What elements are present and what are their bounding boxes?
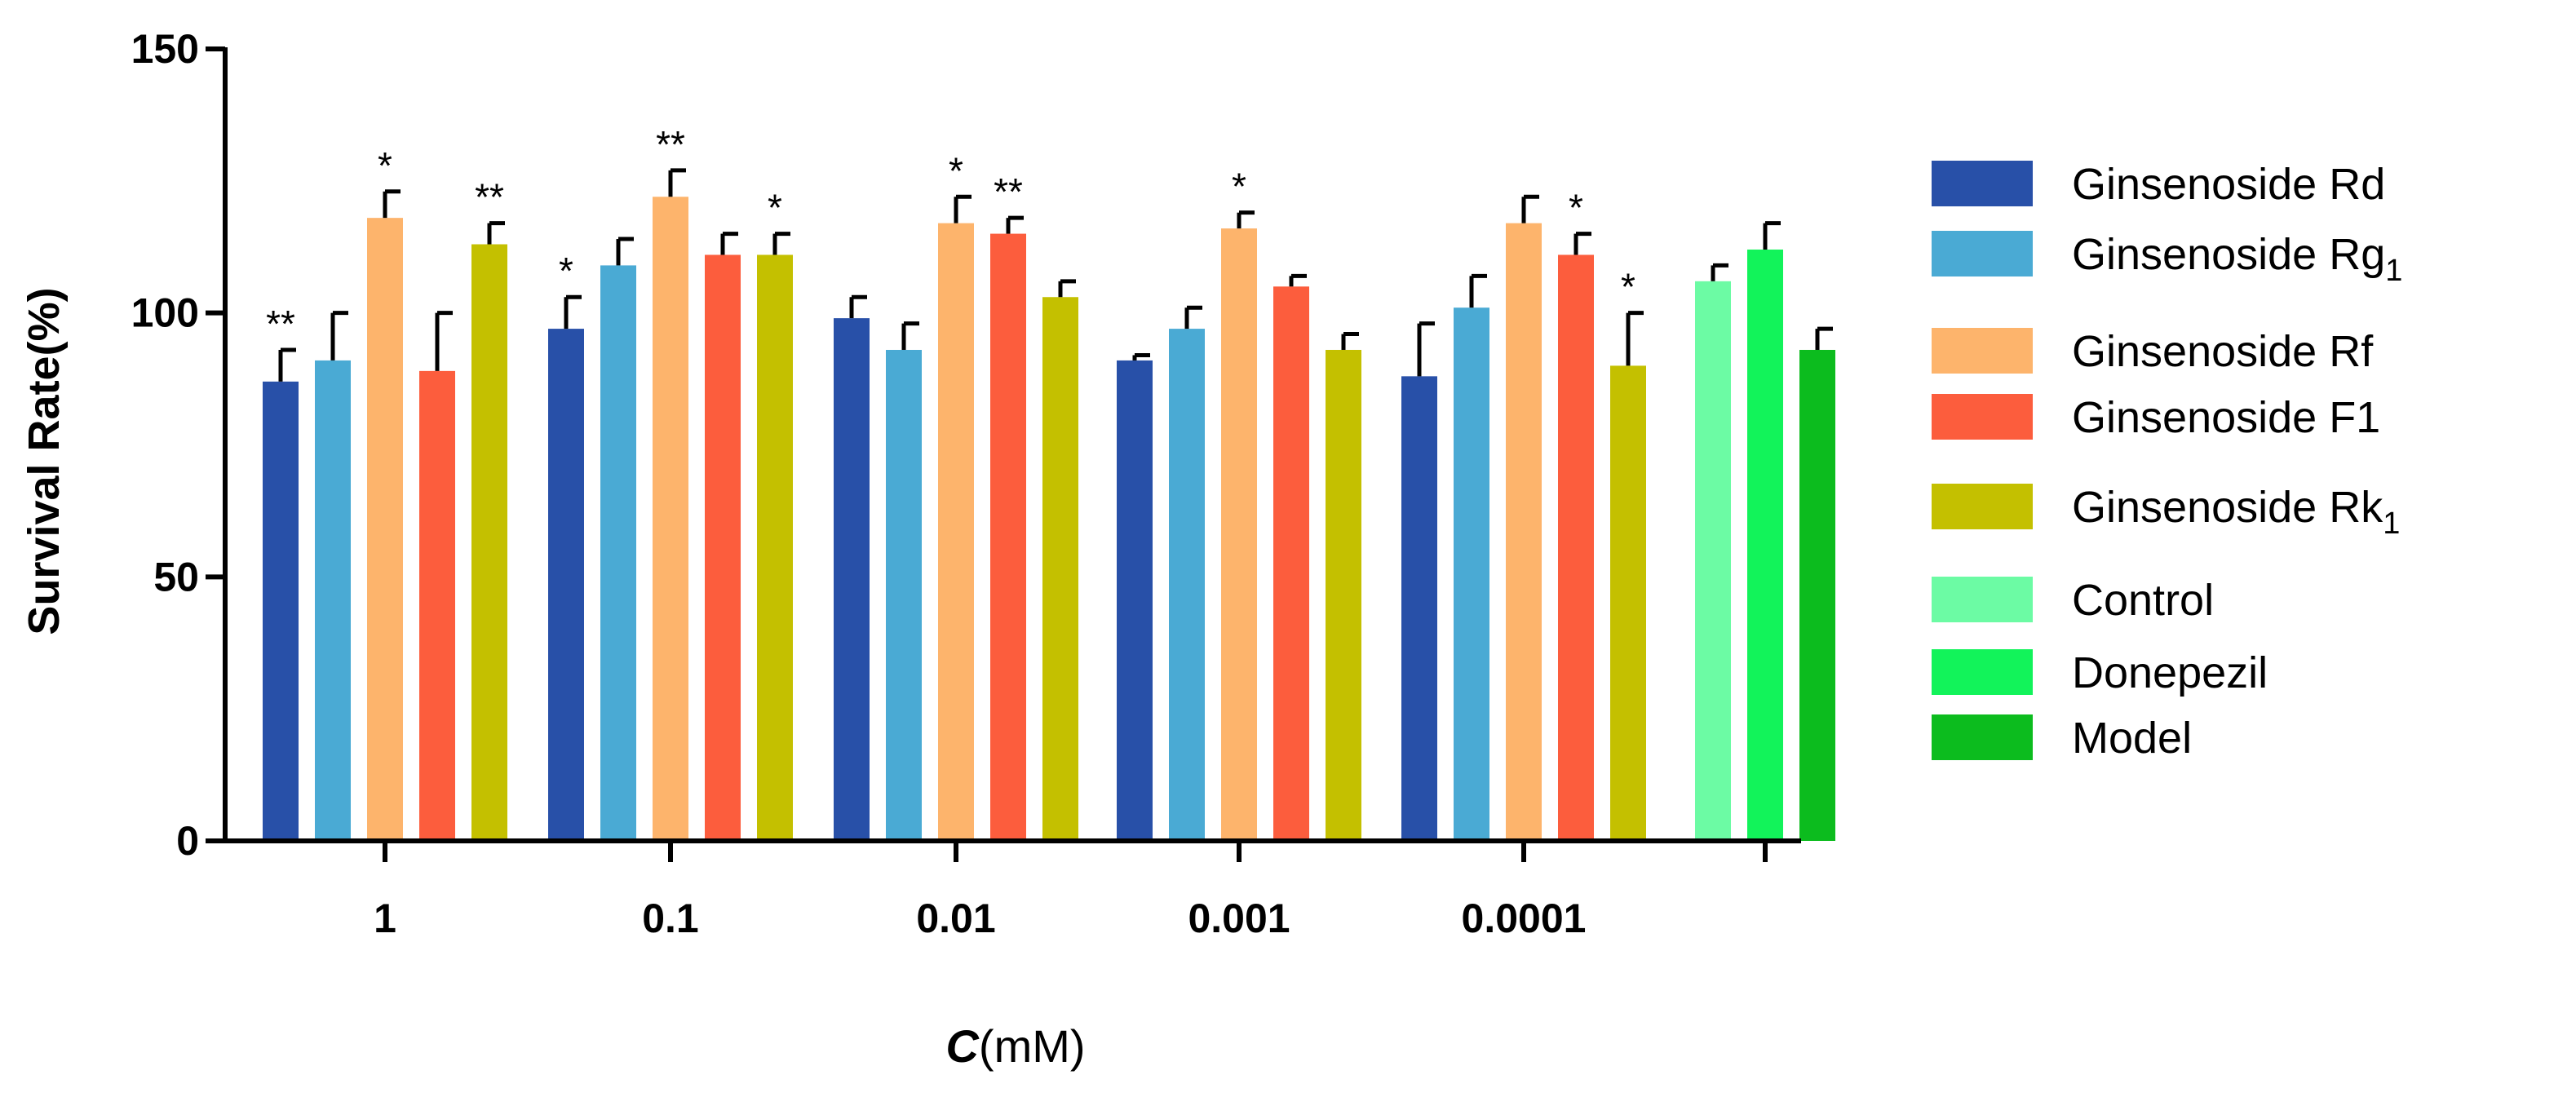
significance-label: ** bbox=[656, 123, 685, 166]
legend-swatch-ginsenoside-rf bbox=[1932, 328, 2033, 374]
axes: 0 50 100 150 1 0.1 0.01 0.001 0.0001 Survival Rat… bbox=[20, 26, 1801, 1072]
bar-ginsenoside-rd-group-1 bbox=[263, 381, 299, 841]
bar-ginsenoside-rf-group-2 bbox=[653, 197, 688, 842]
legend-swatch-control bbox=[1932, 577, 2033, 622]
legend-label-text: Ginsenoside F1 bbox=[2072, 393, 2380, 442]
legend-swatch-donepezil bbox=[1932, 649, 2033, 695]
y-tick-label: 150 bbox=[131, 26, 199, 72]
bar-ginsenoside-rf-group-5 bbox=[1506, 223, 1542, 841]
x-axis-title: C(mM) bbox=[945, 1020, 1085, 1072]
legend-label-text: Donepezil bbox=[2072, 648, 2268, 697]
bar-ginsenoside-rf-group-1 bbox=[367, 218, 403, 841]
legend-label-ginsenoside-rg1: Ginsenoside Rg1 bbox=[2072, 230, 2402, 288]
bar-ginsenoside-rf-group-4 bbox=[1221, 228, 1257, 841]
plot-area: ********** ** * ** bbox=[263, 123, 1835, 842]
y-tick-label: 50 bbox=[153, 554, 199, 599]
significance-label: ** bbox=[266, 303, 295, 345]
bar-ginsenoside-f1-group-3 bbox=[990, 233, 1026, 842]
bar-ginsenoside-rd-group-3 bbox=[834, 318, 870, 841]
y-tick-label: 0 bbox=[176, 818, 199, 864]
bar-ginsenoside-rk1-group-1 bbox=[471, 244, 507, 842]
legend-label-text: Ginsenoside Rg bbox=[2072, 230, 2385, 279]
legend-label-text: Ginsenoside Rk bbox=[2072, 483, 2383, 532]
bar-ginsenoside-rd-group-2 bbox=[548, 329, 584, 841]
bar-ginsenoside-f1-group-2 bbox=[705, 254, 741, 842]
significance-label: * bbox=[949, 149, 963, 192]
legend-label-text: Ginsenoside Rd bbox=[2072, 160, 2385, 209]
legend-label-ginsenoside-f1: Ginsenoside F1 bbox=[2072, 393, 2380, 442]
legend-swatch-ginsenoside-rd bbox=[1932, 161, 2033, 206]
legend-swatch-ginsenoside-rg1 bbox=[1932, 231, 2033, 276]
legend-label-text: Model bbox=[2072, 714, 2192, 763]
legend-swatch-ginsenoside-f1 bbox=[1932, 394, 2033, 440]
significance-label: * bbox=[1569, 187, 1583, 229]
bar-ginsenoside-f1-group-1 bbox=[419, 370, 455, 842]
bar-ginsenoside-f1-group-4 bbox=[1273, 286, 1309, 841]
x-axis-unit: (mM) bbox=[979, 1020, 1086, 1072]
bar-ginsenoside-rg1-group-4 bbox=[1169, 329, 1205, 841]
significance-label: ** bbox=[994, 170, 1023, 213]
bar-ginsenoside-rk1-group-2 bbox=[757, 254, 793, 842]
bar-ginsenoside-rf-group-3 bbox=[938, 223, 974, 841]
bar-ginsenoside-rd-group-4 bbox=[1117, 360, 1153, 842]
bar-control-group-6 bbox=[1695, 281, 1731, 841]
legend-label-ginsenoside-rf: Ginsenoside Rf bbox=[2072, 327, 2374, 376]
significance-label: * bbox=[768, 187, 782, 229]
bar-ginsenoside-f1-group-5 bbox=[1558, 254, 1594, 842]
x-axis-variable: C bbox=[945, 1020, 980, 1072]
bar-ginsenoside-rg1-group-1 bbox=[315, 360, 351, 842]
legend-label-donepezil: Donepezil bbox=[2072, 648, 2268, 697]
significance-label: * bbox=[1232, 166, 1246, 208]
legend-label-subscript: 1 bbox=[2383, 506, 2400, 541]
legend-swatch-model bbox=[1932, 714, 2033, 760]
x-tick-label: 0.0001 bbox=[1462, 896, 1587, 941]
significance-label: * bbox=[378, 144, 392, 187]
bar-ginsenoside-rg1-group-2 bbox=[600, 265, 636, 841]
bar-ginsenoside-rg1-group-3 bbox=[886, 349, 922, 842]
bar-ginsenoside-rk1-group-4 bbox=[1326, 349, 1361, 842]
bar-ginsenoside-rk1-group-5 bbox=[1610, 365, 1646, 841]
x-tick-label: 0.1 bbox=[642, 896, 699, 941]
x-tick-label: 0.01 bbox=[916, 896, 995, 941]
legend-label-text: Ginsenoside Rf bbox=[2072, 327, 2374, 376]
legend-label-ginsenoside-rd: Ginsenoside Rd bbox=[2072, 160, 2385, 209]
legend-swatch-ginsenoside-rk1 bbox=[1932, 484, 2033, 529]
y-axis-title: Survival Rate(%) bbox=[20, 287, 69, 635]
legend-label-model: Model bbox=[2072, 714, 2192, 763]
significance-label: * bbox=[1621, 266, 1635, 308]
y-tick-label: 100 bbox=[131, 290, 199, 336]
bar-model-group-6 bbox=[1799, 349, 1835, 842]
x-tick-label: 1 bbox=[374, 896, 396, 941]
bar-ginsenoside-rg1-group-5 bbox=[1454, 307, 1489, 841]
bar-ginsenoside-rk1-group-3 bbox=[1042, 297, 1078, 841]
legend-label-ginsenoside-rk1: Ginsenoside Rk1 bbox=[2072, 483, 2400, 541]
significance-label: * bbox=[559, 250, 573, 292]
x-tick-label: 0.001 bbox=[1188, 896, 1290, 941]
legend-label-control: Control bbox=[2072, 576, 2214, 625]
bar-donepezil-group-6 bbox=[1747, 249, 1783, 841]
bar-ginsenoside-rd-group-5 bbox=[1401, 376, 1437, 841]
legend-label-subscript: 1 bbox=[2385, 254, 2402, 288]
legend-label-text: Control bbox=[2072, 576, 2214, 625]
significance-label: ** bbox=[475, 176, 504, 219]
